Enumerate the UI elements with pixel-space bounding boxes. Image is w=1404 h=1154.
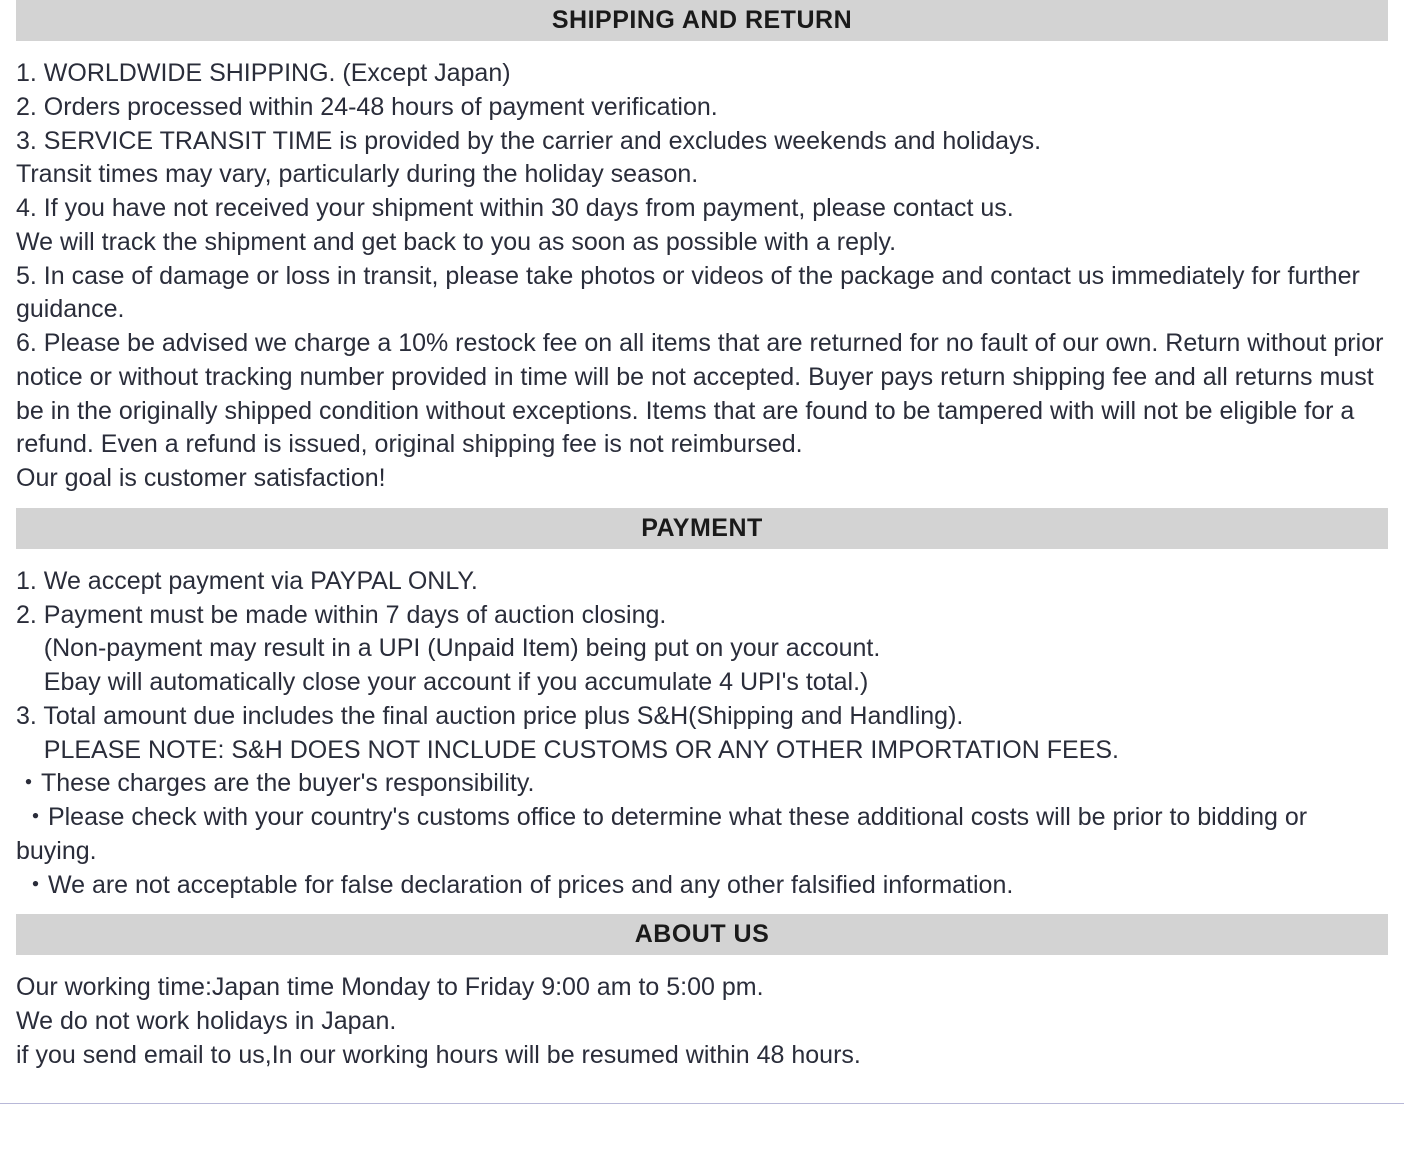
about-us-header: ABOUT US — [16, 914, 1388, 955]
payment-body: 1. We accept payment via PAYPAL ONLY. 2.… — [16, 565, 1388, 903]
payment-header: PAYMENT — [16, 508, 1388, 549]
bottom-divider — [0, 1103, 1404, 1104]
about-us-body: Our working time:Japan time Monday to Fr… — [16, 971, 1388, 1072]
shipping-return-body: 1. WORLDWIDE SHIPPING. (Except Japan) 2.… — [16, 57, 1388, 496]
shipping-return-header: SHIPPING AND RETURN — [16, 0, 1388, 41]
document-container: SHIPPING AND RETURN 1. WORLDWIDE SHIPPIN… — [0, 0, 1404, 1089]
